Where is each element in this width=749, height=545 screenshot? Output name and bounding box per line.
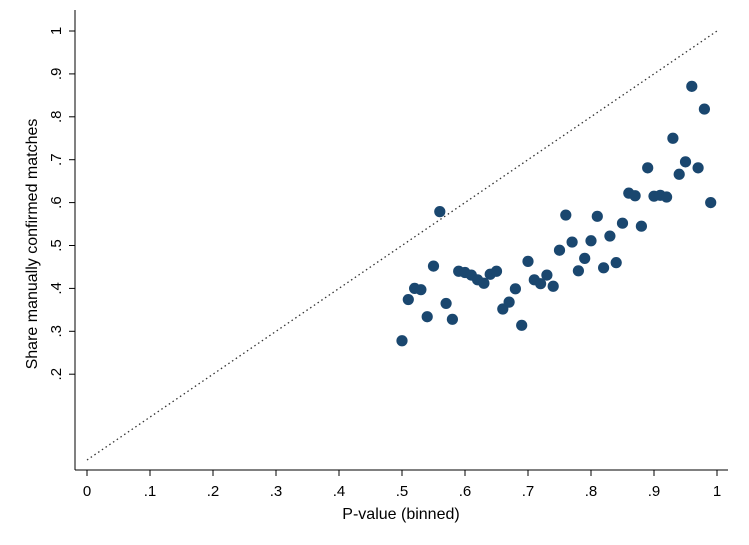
data-point [629, 190, 641, 202]
data-point [585, 235, 597, 247]
data-point [440, 297, 452, 310]
data-point [667, 132, 679, 144]
data-point [598, 262, 610, 274]
y-tick-label: .4 [48, 282, 65, 295]
data-point [421, 311, 433, 323]
data-point [560, 209, 572, 221]
x-axis-ticks: 0 .1 .2 .3 .4 .5 .6 .7 .8 .9 1 [83, 470, 721, 500]
data-point [604, 230, 616, 242]
data-point [509, 283, 521, 295]
x-tick-label: .4 [333, 483, 346, 500]
data-point [610, 257, 622, 269]
data-point [679, 156, 692, 168]
data-points [396, 80, 717, 347]
data-point [535, 278, 547, 290]
data-point [572, 265, 585, 277]
data-point [490, 265, 503, 277]
y-tick-label: 1 [48, 27, 65, 35]
x-tick-label: 1 [713, 483, 721, 500]
y-axis-title: Share manually confirmed matches [24, 119, 41, 370]
data-point [616, 217, 629, 229]
data-point [415, 284, 427, 296]
x-tick-label: .3 [270, 483, 283, 500]
data-point [591, 210, 603, 222]
data-point [427, 260, 440, 272]
x-tick-label: .6 [459, 483, 472, 500]
x-tick-label: .5 [396, 483, 409, 500]
data-point [541, 269, 553, 281]
reference-line [86, 30, 718, 461]
y-tick-label: .9 [48, 68, 65, 81]
x-tick-label: .8 [585, 483, 598, 500]
x-axis-title: P-value (binned) [342, 506, 459, 523]
y-tick-label: .2 [48, 368, 65, 381]
data-point [635, 220, 648, 232]
data-point [434, 206, 446, 218]
y-tick-label: .6 [48, 196, 65, 209]
data-point [566, 236, 578, 248]
data-point [579, 252, 591, 264]
data-point [698, 103, 711, 115]
data-point [503, 296, 515, 308]
data-point [478, 277, 490, 289]
x-tick-label: .9 [648, 483, 661, 500]
data-point [396, 335, 408, 347]
data-point [522, 255, 534, 267]
x-tick-label: .2 [207, 483, 220, 500]
y-tick-label: .8 [48, 111, 65, 124]
x-tick-label: .7 [522, 483, 535, 500]
data-point [446, 313, 458, 325]
x-tick-label: .1 [144, 483, 157, 500]
x-tick-label: 0 [83, 483, 91, 500]
data-point [553, 244, 566, 256]
data-point [402, 293, 414, 306]
data-point [516, 319, 528, 331]
y-axis-ticks: .2 .3 .4 .5 .6 .7 .8 .9 1 [48, 27, 75, 381]
data-point [705, 197, 717, 209]
data-point [547, 280, 559, 292]
data-point [661, 191, 673, 203]
y-tick-label: .3 [48, 325, 65, 338]
data-point [692, 162, 704, 174]
data-point [686, 80, 698, 92]
data-point [673, 168, 685, 180]
y-tick-label: .7 [48, 153, 65, 166]
y-tick-label: .5 [48, 239, 65, 252]
data-point [642, 162, 654, 174]
